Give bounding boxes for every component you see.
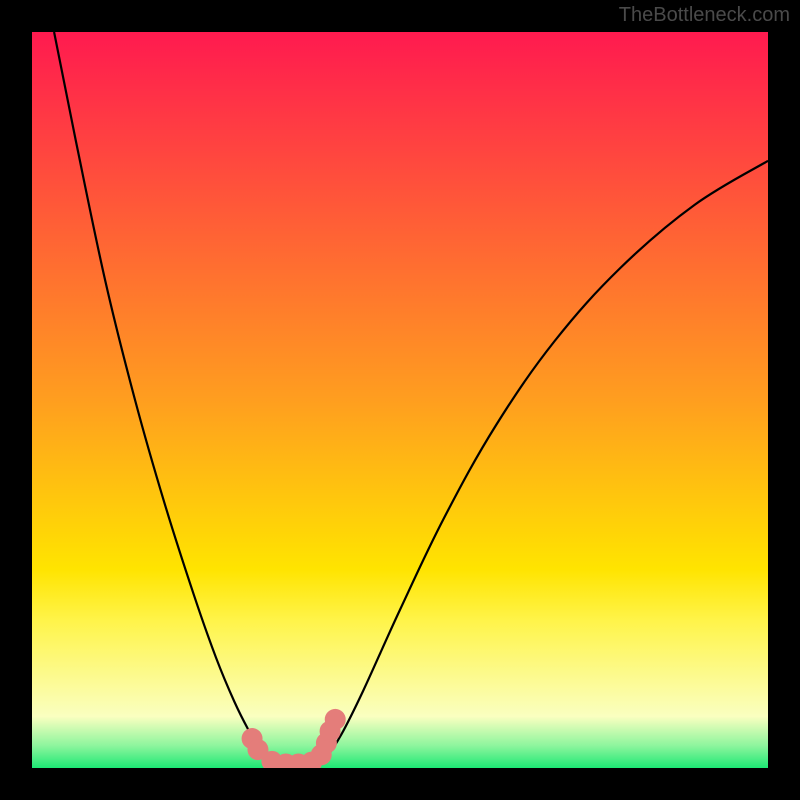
chart-canvas: TheBottleneck.com — [0, 0, 800, 800]
chart-svg — [32, 32, 768, 768]
valley-dots — [242, 709, 346, 768]
curve-right — [315, 161, 768, 766]
plot-area — [32, 32, 768, 768]
watermark-text: TheBottleneck.com — [619, 4, 790, 27]
dot — [325, 709, 346, 730]
curve-left — [54, 32, 282, 766]
